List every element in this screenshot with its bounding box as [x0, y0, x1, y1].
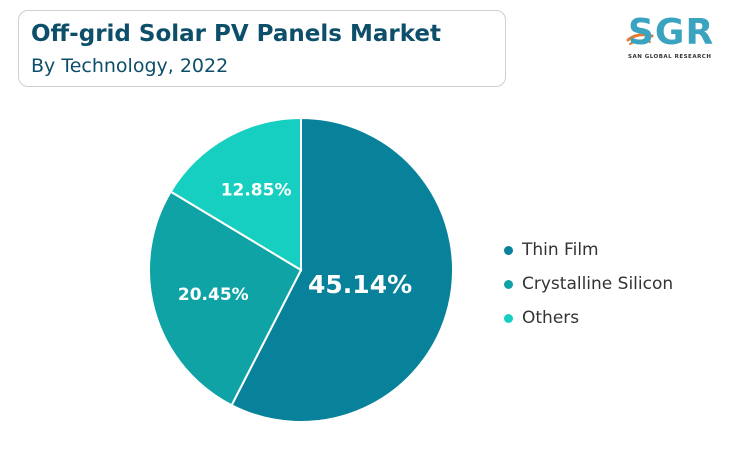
legend-item-others: Others — [504, 301, 673, 335]
legend-label: Crystalline Silicon — [522, 274, 674, 294]
sgr-logo: SGR SAN GLOBAL RESEARCH — [626, 12, 720, 62]
chart-title: Off-grid Solar PV Panels Market — [31, 21, 442, 47]
logo-text: SGR — [628, 12, 715, 53]
legend-item-crystalline-silicon: Crystalline Silicon — [504, 267, 673, 301]
pie-slice-crystalline-silicon — [148, 190, 303, 407]
legend-swatch — [504, 245, 513, 255]
logo-swoosh-icon — [626, 33, 654, 45]
legend-swatch — [504, 313, 513, 323]
legend-label: Others — [522, 308, 580, 328]
pie-slice-others — [169, 116, 302, 272]
pie-data-label: 20.45% — [178, 285, 249, 305]
legend-swatch — [504, 279, 513, 289]
legend: Thin Film Crystalline Silicon Others — [504, 233, 673, 335]
pie-data-label: 45.14% — [308, 270, 412, 299]
pie-data-label: 12.85% — [221, 181, 292, 201]
pie-slice-thin-film — [230, 116, 454, 423]
legend-label: Thin Film — [522, 240, 599, 260]
legend-item-thin-film: Thin Film — [504, 233, 673, 267]
chart-subtitle: By Technology, 2022 — [31, 55, 229, 77]
title-box: Off-grid Solar PV Panels Market By Techn… — [18, 10, 506, 87]
logo-subtext: SAN GLOBAL RESEARCH — [628, 54, 712, 60]
